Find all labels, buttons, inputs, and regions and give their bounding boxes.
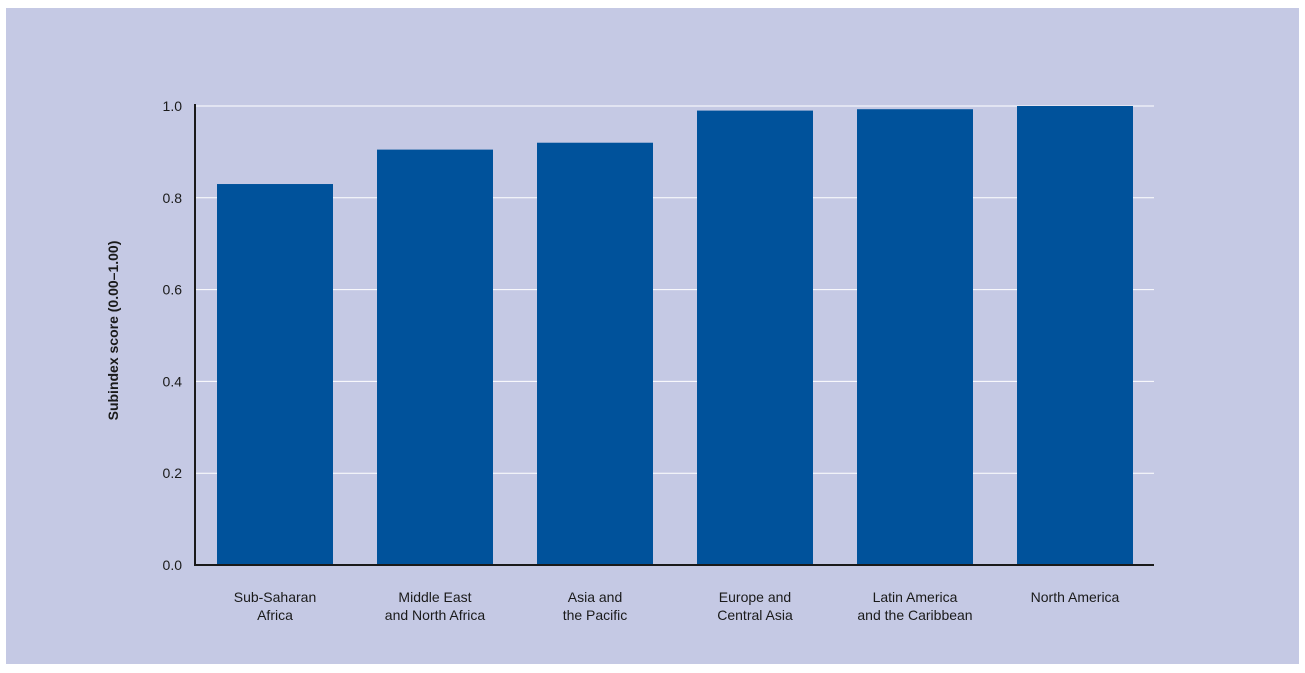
y-tick-label: 1.0 (163, 98, 183, 114)
bar (217, 184, 333, 565)
y-tick-label: 0.0 (163, 557, 183, 573)
x-category-label-line: Africa (257, 607, 293, 623)
x-category-label-line: Central Asia (717, 607, 793, 623)
x-category-label: Asia and the Pacific (563, 589, 628, 623)
x-category-label-line: the Pacific (563, 607, 628, 623)
y-tick-label: 0.2 (163, 465, 183, 481)
y-tick-label: 0.8 (163, 190, 183, 206)
x-category-label-line: and North Africa (385, 607, 486, 623)
x-category-label-line: Europe and (719, 589, 791, 605)
bars (217, 106, 1133, 566)
y-tick-label: 0.6 (163, 282, 183, 298)
x-category-label: Europe and Central Asia (717, 589, 793, 623)
x-category-label-line: North America (1031, 589, 1120, 605)
x-category-label-line: and the Caribbean (857, 607, 972, 623)
axes (194, 104, 1154, 566)
chart-panel: 0.0 0.2 0.4 0.6 0.8 1.0 Sub-Saharan Africa Middl… (6, 8, 1299, 664)
x-category-label-line: Asia and (568, 589, 622, 605)
grid-lines (195, 105, 1154, 474)
bar (857, 109, 973, 565)
x-category-label: North America (1031, 589, 1120, 605)
bar (377, 149, 493, 566)
y-axis-title: Subindex score (0.00–1.00) (105, 241, 121, 421)
x-category-label-line: Sub-Saharan (234, 589, 317, 605)
x-category-label: Sub-Saharan Africa (234, 589, 317, 623)
labels: 0.0 0.2 0.4 0.6 0.8 1.0 Sub-Saharan Africa Middl… (163, 98, 1120, 623)
x-category-label-line: Latin America (873, 589, 958, 605)
bar (537, 142, 653, 565)
bar-chart: 0.0 0.2 0.4 0.6 0.8 1.0 Sub-Saharan Africa Middl… (105, 98, 1154, 623)
bar (697, 110, 813, 565)
y-tick-label: 0.4 (163, 373, 183, 389)
x-category-label: Middle East and North Africa (385, 589, 486, 623)
bar (1017, 106, 1133, 565)
x-category-label-line: Middle East (398, 589, 471, 605)
x-category-label: Latin America and the Caribbean (857, 589, 972, 623)
